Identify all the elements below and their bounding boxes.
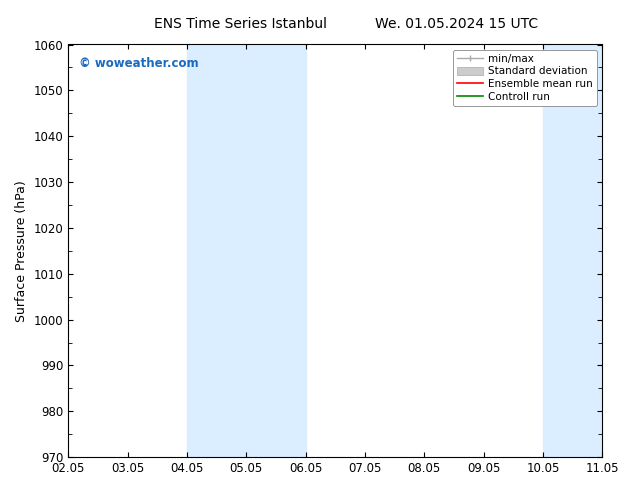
Text: We. 01.05.2024 15 UTC: We. 01.05.2024 15 UTC: [375, 17, 538, 31]
Text: © woweather.com: © woweather.com: [79, 57, 198, 70]
Bar: [602, 45, 634, 457]
Bar: [543, 45, 602, 457]
Legend: min/max, Standard deviation, Ensemble mean run, Controll run: min/max, Standard deviation, Ensemble me…: [453, 49, 597, 106]
Y-axis label: Surface Pressure (hPa): Surface Pressure (hPa): [15, 180, 28, 322]
Bar: [246, 45, 306, 457]
Bar: [187, 45, 246, 457]
Text: ENS Time Series Istanbul: ENS Time Series Istanbul: [155, 17, 327, 31]
